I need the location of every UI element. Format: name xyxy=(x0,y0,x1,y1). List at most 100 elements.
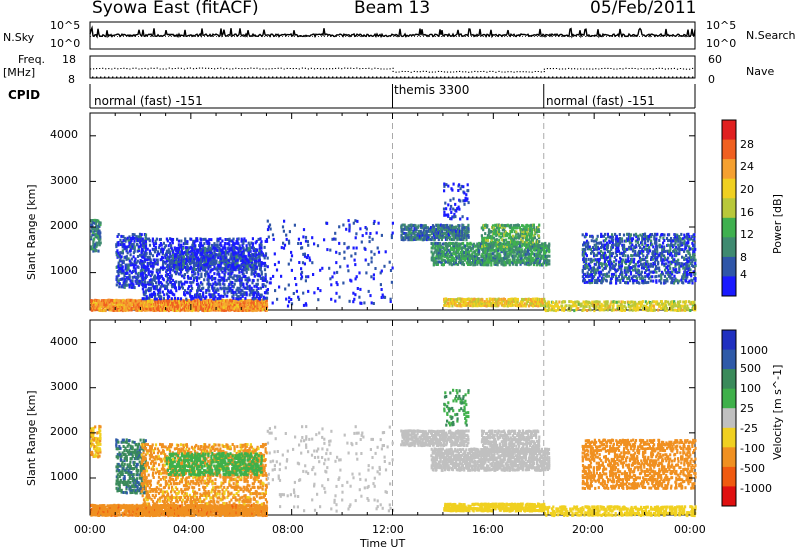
nave-label: Nave xyxy=(746,65,775,78)
cb1-tick-4: 4 xyxy=(740,268,747,281)
nave-bottom-tick: 0 xyxy=(708,73,715,86)
cb2-tick-neg100: -100 xyxy=(740,442,765,455)
xtick-4: 16:00 xyxy=(472,523,504,536)
cb2-tick-neg1000: -1000 xyxy=(740,482,772,495)
p1-ylabel: Slant Range [km] xyxy=(25,184,38,280)
p2-ytick-4000: 4000 xyxy=(50,335,78,348)
power-scatter-region-1 xyxy=(90,218,102,253)
nsky-panel xyxy=(89,21,696,50)
velocity-scatter-region-9 xyxy=(443,388,470,427)
velocity-scatter-region-12 xyxy=(581,438,697,490)
velocity-scatter-region-10 xyxy=(443,502,546,513)
cb1-tick-24: 24 xyxy=(740,160,754,173)
cpid-segment-2: themis 3300 xyxy=(394,83,470,97)
velocity-colorbar-swatch-3 xyxy=(722,388,736,409)
cb1-label: Power [dB] xyxy=(771,194,784,254)
power-colorbar-swatch-2 xyxy=(722,159,736,180)
xtick-6: 00:00 xyxy=(674,523,706,536)
velocity-colorbar-swatch-2 xyxy=(722,369,736,390)
p2-ytick-3000: 3000 xyxy=(50,380,78,393)
p2-ylabel: Slant Range [km] xyxy=(25,390,38,486)
cb1-tick-20: 20 xyxy=(740,183,754,196)
nsky-frame xyxy=(89,21,696,50)
nsearch-top-tick: 10^5 xyxy=(706,19,737,32)
velocity-colorbar-swatch-8 xyxy=(722,486,736,507)
power-colorbar-swatch-8 xyxy=(722,276,736,297)
velocity-colorbar-frame xyxy=(721,329,737,507)
velocity-scatter-region-6 xyxy=(400,429,470,448)
power-scatter-region-11 xyxy=(543,300,697,313)
cb1-tick-16: 16 xyxy=(740,206,754,219)
cb2-tick-neg500: -500 xyxy=(740,462,765,475)
velocity-scatter-region-5 xyxy=(266,425,395,513)
velocity-colorbar xyxy=(721,329,737,507)
frequency-panel xyxy=(89,55,696,79)
power-scatter-region-4 xyxy=(165,246,263,271)
power-scatter-region-10 xyxy=(443,297,546,308)
cb2-tick-neg25: -25 xyxy=(740,422,758,435)
cpid-segment-3: normal (fast) -151 xyxy=(546,94,655,108)
velocity-scatter-region-3 xyxy=(140,442,269,506)
station-title: Syowa East (fitACF) xyxy=(92,0,259,18)
power-scatter-region-5 xyxy=(266,219,394,308)
power-scatter-region-9 xyxy=(442,182,470,221)
p1-ytick-1000: 1000 xyxy=(50,264,78,277)
xtick-1: 04:00 xyxy=(173,523,205,536)
xtick-0: 00:00 xyxy=(74,523,106,536)
power-colorbar-swatch-5 xyxy=(722,217,736,238)
velocity-colorbar-swatch-7 xyxy=(722,466,736,487)
nsearch-label: N.Search xyxy=(746,29,796,42)
power-colorbar-swatch-3 xyxy=(722,178,736,199)
velocity-scatter-region-1 xyxy=(90,424,102,459)
cb1-tick-8: 8 xyxy=(740,251,747,264)
velocity-colorbar-swatch-4 xyxy=(722,408,736,429)
power-panel xyxy=(89,112,697,313)
power-frame xyxy=(89,112,696,311)
freq-label: Freq. xyxy=(18,53,46,66)
velocity-colorbar-swatch-1 xyxy=(722,349,736,370)
power-colorbar-swatch-6 xyxy=(722,237,736,258)
cb1-tick-28: 28 xyxy=(740,138,754,151)
velocity-scatter-region-11 xyxy=(543,505,697,518)
power-scatter-region-0 xyxy=(90,298,269,313)
power-colorbar xyxy=(721,119,737,297)
power-scatter-region-6 xyxy=(400,223,470,242)
xlabel: Time UT xyxy=(360,537,406,550)
cb2-tick-25: 25 xyxy=(740,402,754,415)
velocity-colorbar-swatch-0 xyxy=(722,330,736,351)
velocity-scatter-region-0 xyxy=(90,503,269,518)
cb2-label: Velocity [m s^-1] xyxy=(771,364,784,460)
xtick-5: 20:00 xyxy=(572,523,604,536)
cb1-tick-12: 12 xyxy=(740,228,754,241)
velocity-scatter-region-8 xyxy=(480,429,541,454)
velocity-scatter-region-7 xyxy=(430,447,551,472)
nsky-bottom-tick: 10^0 xyxy=(50,37,81,50)
power-colorbar-frame xyxy=(721,119,737,297)
cpid-panel xyxy=(89,84,696,109)
power-scatter-region-12 xyxy=(581,232,697,285)
date-title: 05/Feb/2011 xyxy=(590,0,697,18)
p2-ytick-1000: 1000 xyxy=(50,470,78,483)
velocity-scatter-region-4 xyxy=(165,452,263,477)
velocity-colorbar-swatch-6 xyxy=(722,447,736,468)
power-scatter-region-7 xyxy=(430,241,551,267)
cb2-tick-1000: 1000 xyxy=(740,344,768,357)
cpid-label: CPID xyxy=(8,88,41,102)
p1-ytick-2000: 2000 xyxy=(50,219,78,232)
cpid-segment-1: normal (fast) -151 xyxy=(94,94,203,108)
nsky-label: N.Sky xyxy=(3,31,35,44)
nave-top-tick: 60 xyxy=(708,53,722,66)
nsky-top-tick: 10^5 xyxy=(50,19,81,32)
p1-ytick-4000: 4000 xyxy=(50,128,78,141)
velocity-colorbar-swatch-5 xyxy=(722,427,736,448)
xtick-3: 12:00 xyxy=(372,523,404,536)
velocity-panel xyxy=(89,319,697,518)
cb2-tick-500: 500 xyxy=(740,362,761,375)
power-scatter-region-8 xyxy=(480,223,541,249)
nsky-line xyxy=(89,25,696,39)
xtick-2: 08:00 xyxy=(272,523,304,536)
freq-bottom-tick: 8 xyxy=(68,73,75,86)
freq-frame xyxy=(89,55,696,79)
p1-ytick-3000: 3000 xyxy=(50,174,78,187)
